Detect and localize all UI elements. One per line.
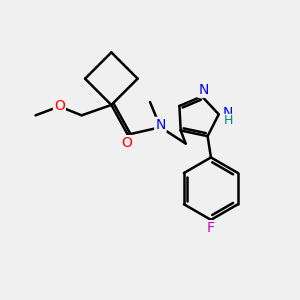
Text: N: N — [198, 83, 209, 97]
Text: N: N — [155, 118, 166, 132]
Text: N: N — [223, 106, 233, 120]
Text: O: O — [54, 99, 65, 113]
Text: O: O — [121, 136, 132, 150]
Text: H: H — [224, 114, 233, 128]
Text: F: F — [207, 221, 215, 235]
